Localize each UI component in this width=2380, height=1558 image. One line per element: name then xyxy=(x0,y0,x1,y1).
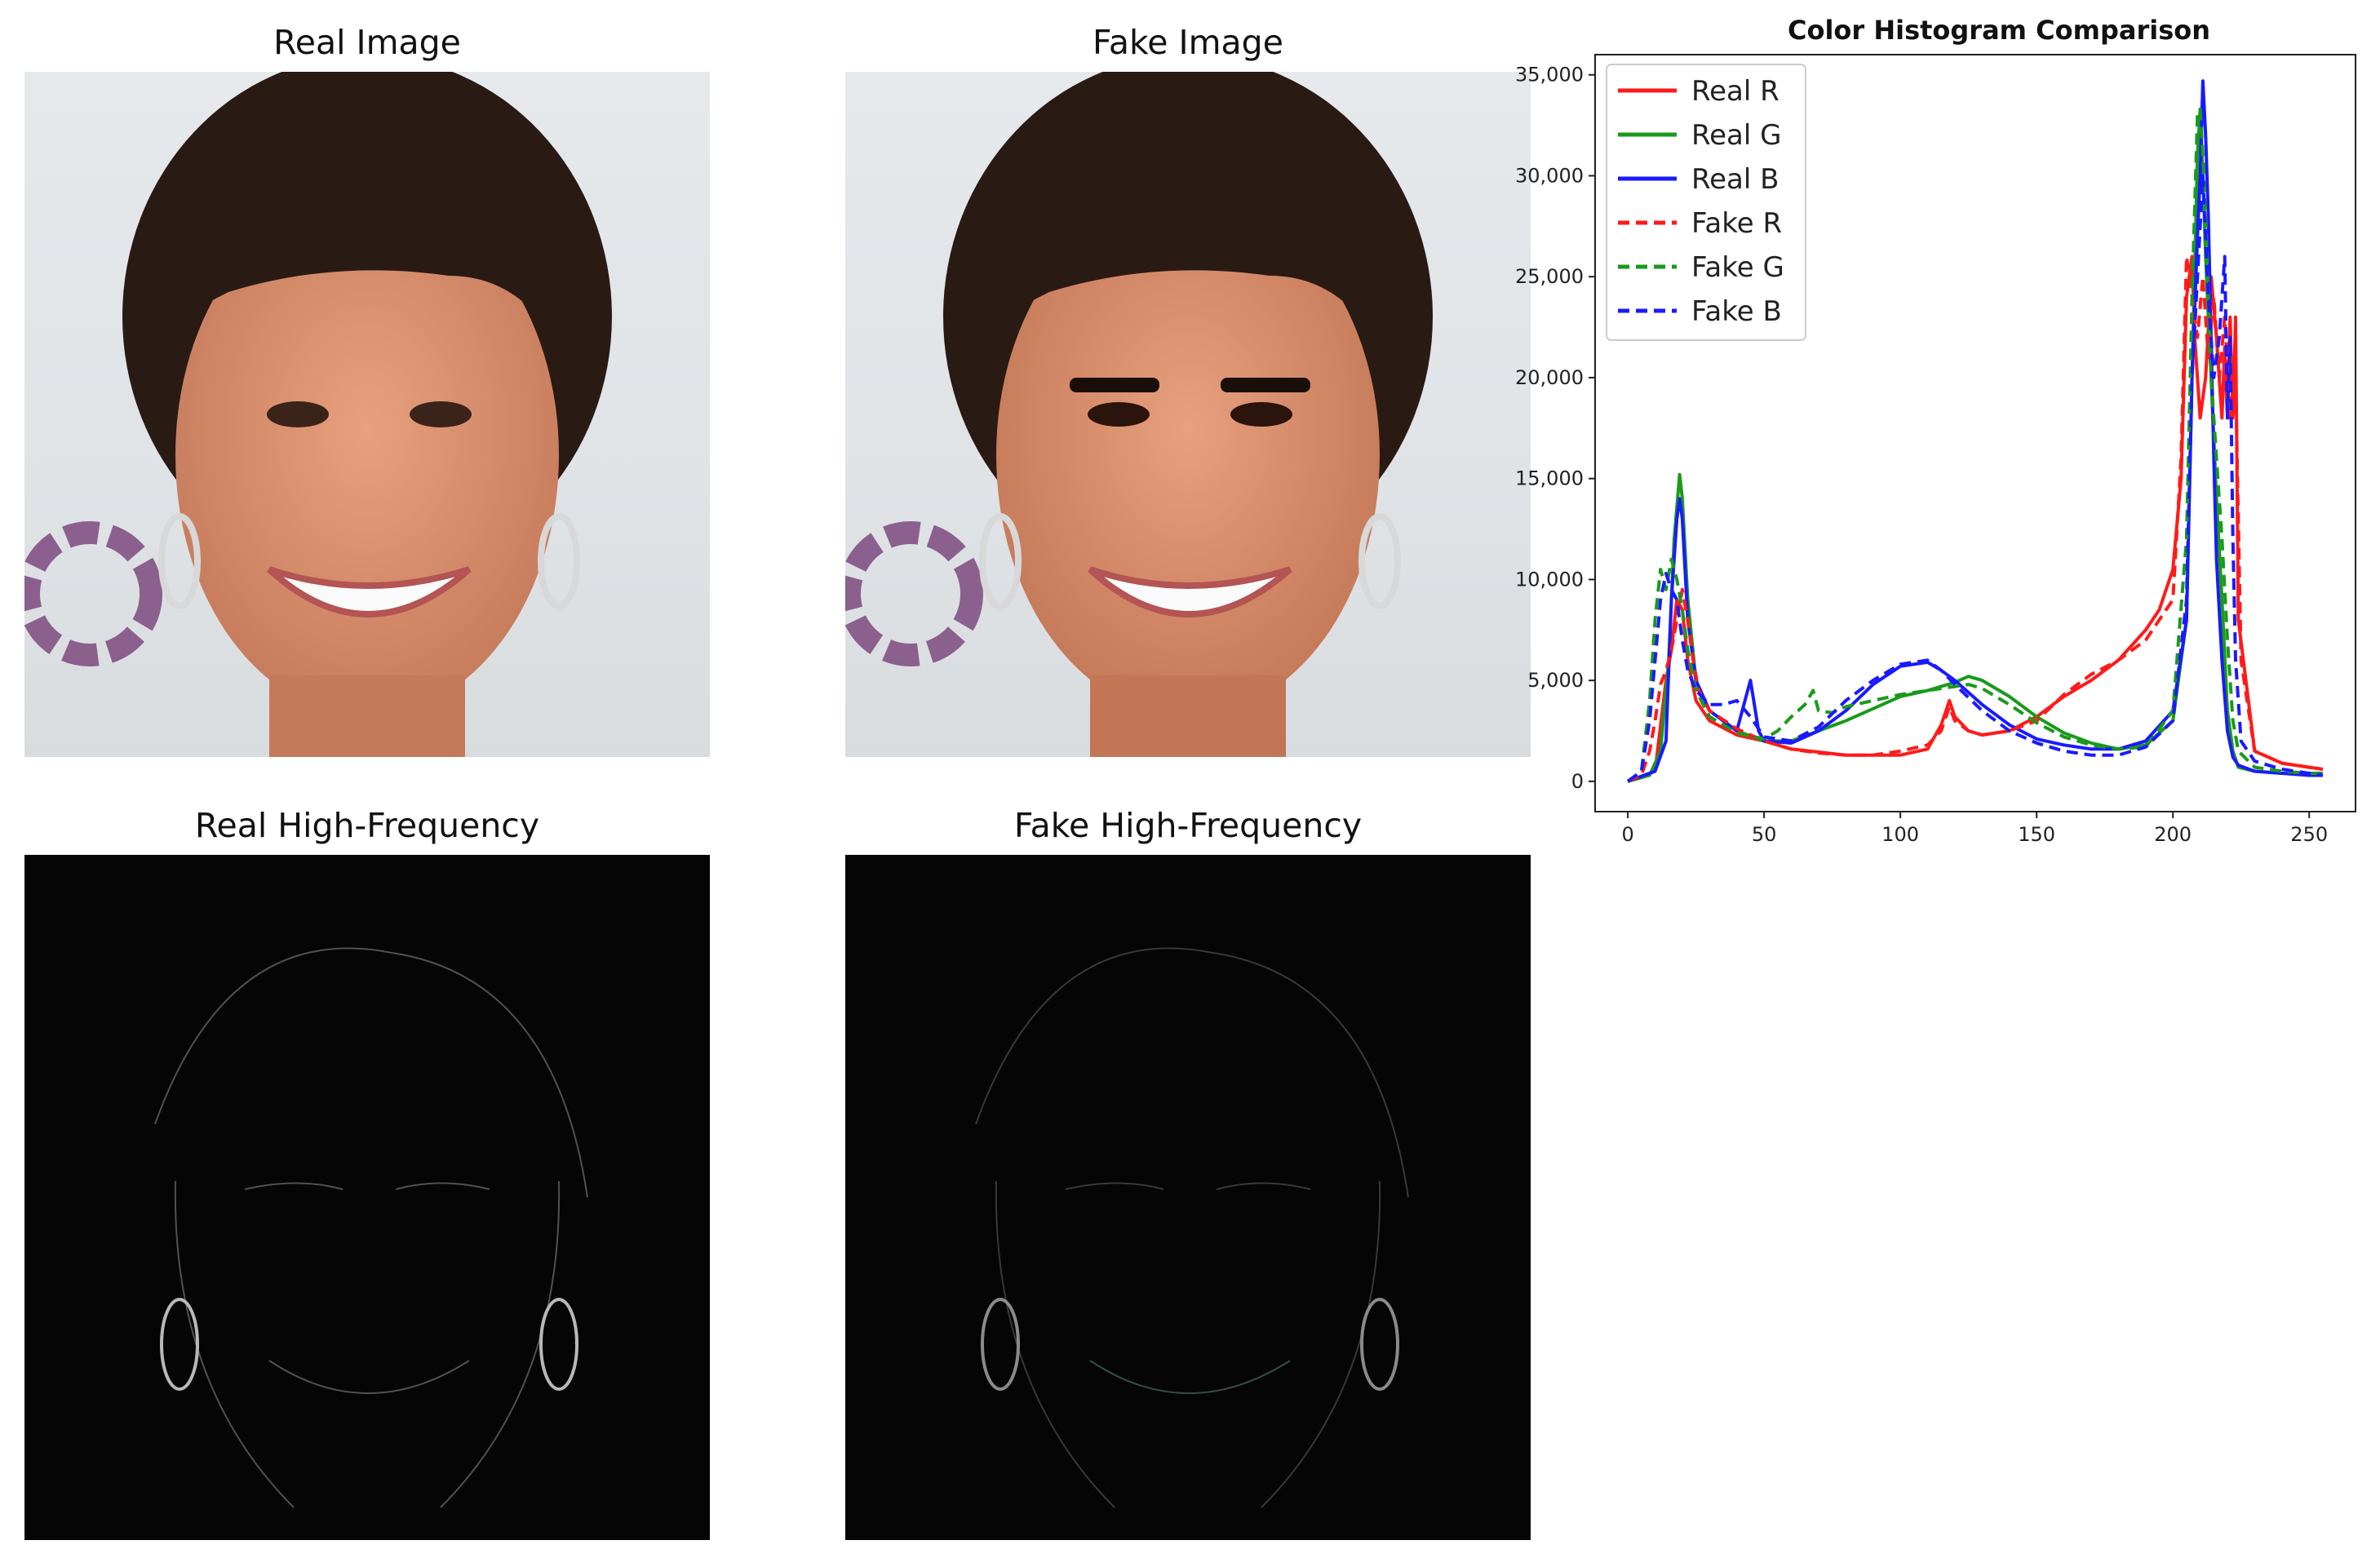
real-hf-title: Real High-Frequency xyxy=(194,806,540,845)
x-tick-label: 100 xyxy=(1881,823,1919,846)
fake-hf-image xyxy=(845,855,1531,1540)
real-hf-image xyxy=(24,855,710,1540)
y-tick-label: 25,000 xyxy=(1515,265,1584,288)
histogram-title: Color Histogram Comparison xyxy=(1787,15,2211,46)
legend-entry: Real R xyxy=(1691,75,1779,108)
legend-entry: Real B xyxy=(1691,163,1779,196)
x-tick-label: 200 xyxy=(2154,823,2192,846)
y-tick-label: 20,000 xyxy=(1515,366,1584,389)
fake-image-title: Fake Image xyxy=(1092,23,1283,62)
y-tick-label: 15,000 xyxy=(1515,467,1584,490)
plot-frame xyxy=(1594,54,2356,812)
real-image-photo xyxy=(24,72,710,757)
fake-hf-title: Fake High-Frequency xyxy=(1013,806,1363,845)
y-tick-label: 5,000 xyxy=(1527,669,1584,692)
legend-entry: Fake B xyxy=(1691,295,1782,328)
series-line-fake-g xyxy=(1626,107,2323,783)
fake-image-photo xyxy=(845,72,1531,757)
histogram-chart: 0 5,000 10,000 15,000 20,000 25,000 30,000 35,0… xyxy=(1515,54,2356,846)
series-line-real-b xyxy=(1627,79,2323,783)
legend-entry: Fake G xyxy=(1691,251,1784,284)
real-image-title: Real Image xyxy=(273,23,461,62)
x-tick-label: 150 xyxy=(2018,823,2055,846)
legend-entry: Fake R xyxy=(1691,207,1782,240)
y-tick-label: 30,000 xyxy=(1515,164,1584,187)
y-tick-label: 10,000 xyxy=(1515,568,1584,591)
series-line-fake-r xyxy=(1627,255,2324,783)
x-tick-label: 250 xyxy=(2290,823,2328,846)
series-line-fake-b xyxy=(1626,174,2324,783)
y-tick-label: 35,000 xyxy=(1515,64,1584,86)
legend-entry: Real G xyxy=(1691,119,1781,152)
x-tick-label: 50 xyxy=(1752,823,1777,846)
y-tick-label: 0 xyxy=(1571,770,1584,793)
x-tick-label: 0 xyxy=(1621,823,1633,846)
